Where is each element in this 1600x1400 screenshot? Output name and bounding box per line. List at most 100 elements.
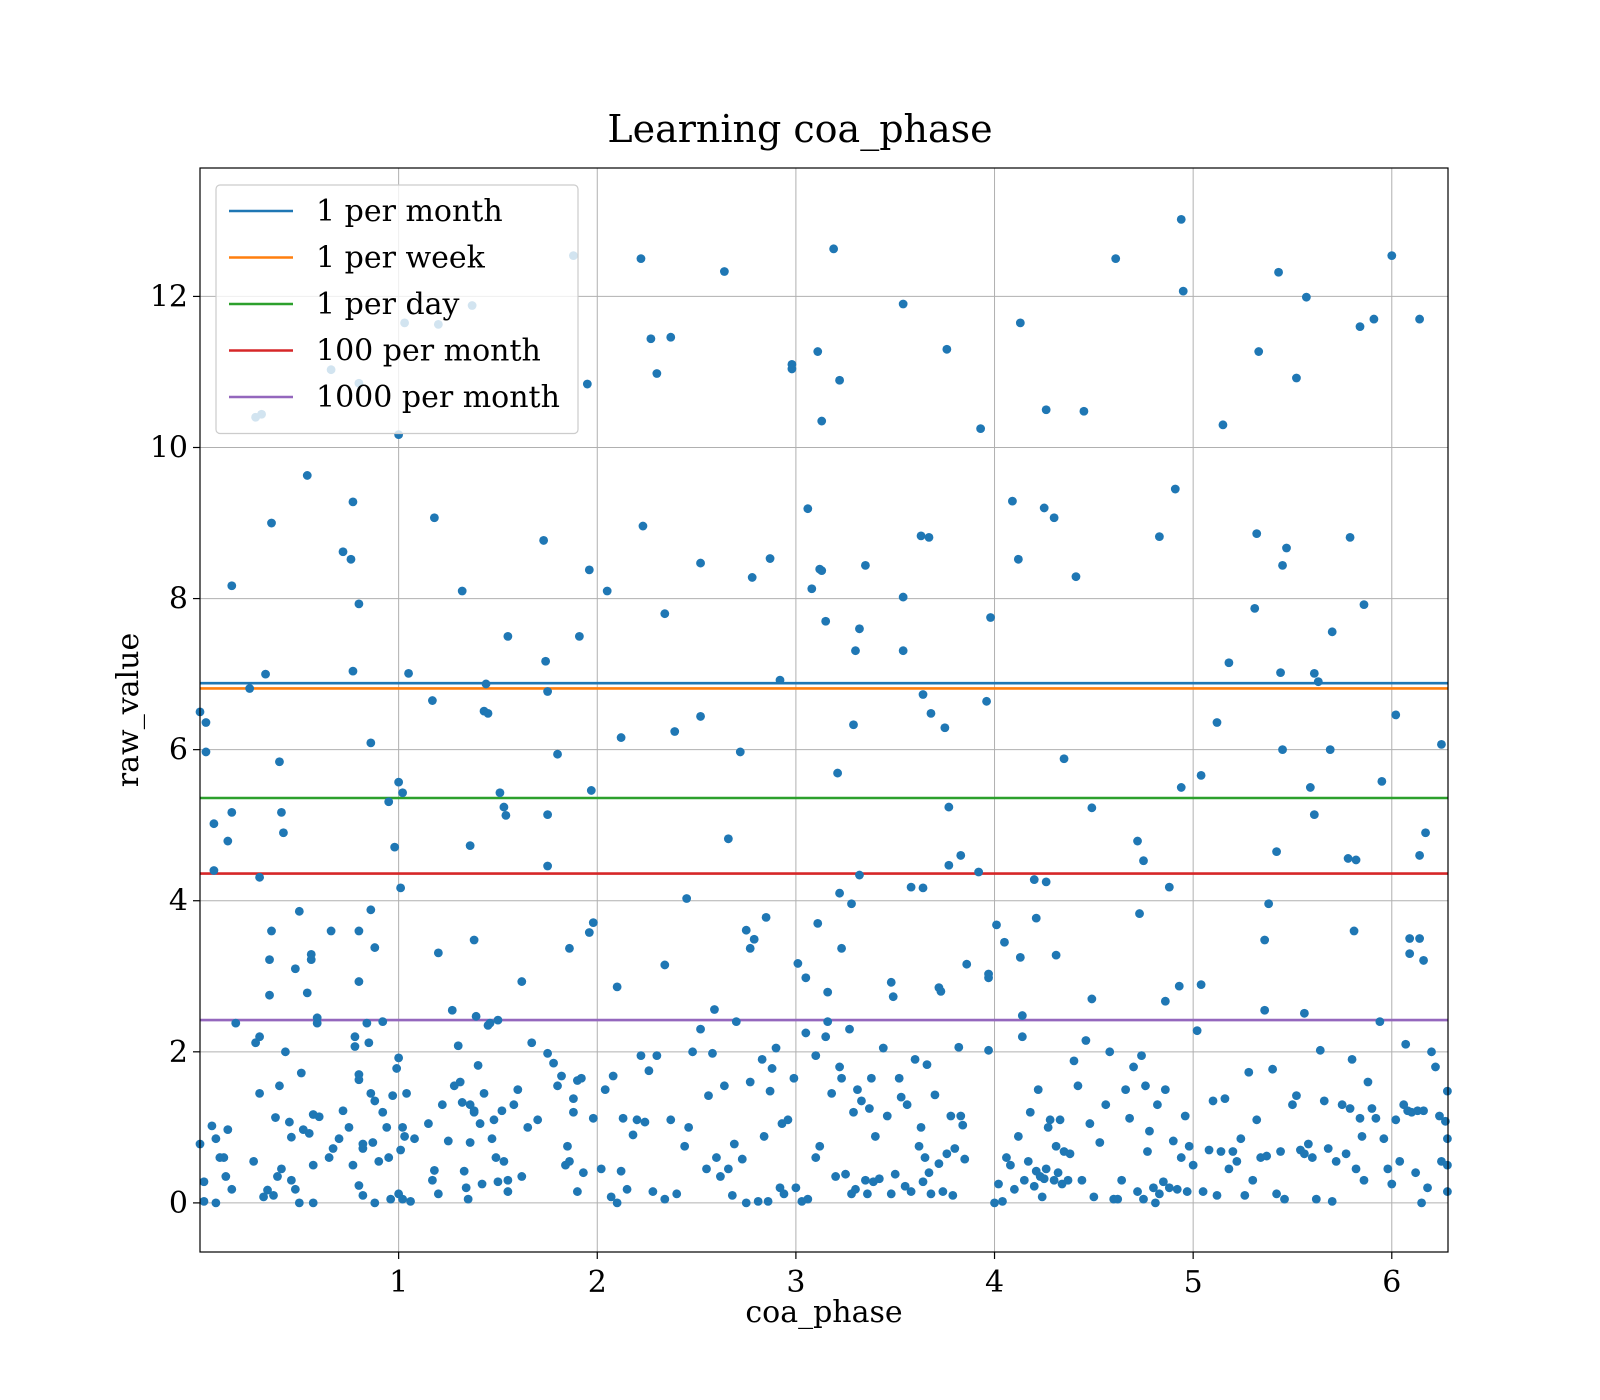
data-point (831, 1172, 841, 1181)
data-point (811, 1153, 821, 1162)
data-point (290, 1184, 300, 1194)
data-point (616, 1166, 626, 1176)
data-point (324, 1153, 334, 1162)
data-point (837, 943, 846, 953)
data-point (1268, 1064, 1278, 1074)
data-point (1435, 1111, 1444, 1121)
data-point (437, 1100, 447, 1110)
data-point (1158, 1177, 1168, 1187)
data-point (427, 1175, 437, 1185)
data-point (1379, 1134, 1389, 1144)
data-point (517, 1172, 527, 1181)
data-point (406, 1196, 415, 1206)
data-point (584, 928, 594, 937)
data-point (888, 992, 898, 1002)
data-point (1079, 406, 1089, 416)
data-point (1015, 952, 1025, 962)
legend-entry-label: 100 per month (316, 334, 541, 369)
data-point (729, 1139, 739, 1149)
data-point (1431, 1062, 1440, 1072)
data-point (1087, 994, 1097, 1004)
data-point (916, 1122, 926, 1132)
data-point (459, 1166, 469, 1176)
data-point (350, 1042, 360, 1051)
data-point (1288, 1100, 1297, 1110)
data-point (481, 679, 491, 689)
data-point (219, 1153, 229, 1162)
data-point (771, 1043, 781, 1053)
data-point (851, 646, 860, 656)
data-point (1405, 934, 1415, 943)
data-point (267, 926, 276, 936)
data-point (793, 959, 803, 968)
data-point (1327, 627, 1337, 637)
data-point (684, 1122, 694, 1132)
data-point (1307, 1153, 1317, 1162)
data-point (209, 866, 219, 875)
data-point (348, 666, 358, 676)
data-point (1315, 1045, 1325, 1055)
data-point (281, 1047, 290, 1057)
data-point (735, 747, 745, 757)
data-point (1421, 828, 1430, 838)
data-point (1133, 836, 1142, 846)
data-point (308, 1198, 318, 1208)
data-point (394, 1053, 404, 1063)
data-point (493, 1177, 503, 1187)
data-point (483, 708, 493, 718)
data-point (390, 842, 400, 852)
data-point (622, 1184, 632, 1194)
data-point (1017, 1011, 1027, 1020)
data-point (338, 547, 348, 557)
data-point (227, 581, 237, 591)
data-point (277, 807, 286, 817)
data-point (644, 1066, 654, 1076)
data-point (727, 1190, 737, 1200)
data-point (660, 1194, 670, 1204)
y-tick-label: 12 (150, 279, 188, 314)
data-point (1196, 980, 1206, 989)
y-tick-label: 8 (169, 582, 188, 617)
data-point (565, 1156, 574, 1166)
data-point (1154, 532, 1164, 542)
data-point (612, 982, 622, 992)
data-point (541, 656, 551, 666)
data-point (1415, 851, 1424, 860)
data-point (382, 1122, 392, 1132)
data-point (767, 1064, 777, 1073)
data-point (284, 1117, 294, 1127)
data-point (227, 1184, 237, 1194)
data-point (1198, 1187, 1208, 1196)
data-point (1153, 1100, 1162, 1110)
data-point (1415, 934, 1424, 943)
data-point (608, 1071, 618, 1081)
data-point (600, 1085, 610, 1094)
data-point (1216, 1147, 1226, 1156)
data-point (712, 1153, 721, 1162)
data-point (1351, 855, 1361, 865)
data-point (779, 1189, 789, 1199)
data-point (249, 1156, 259, 1166)
data-point (1101, 1100, 1111, 1110)
data-point (388, 1091, 398, 1101)
data-point (962, 959, 972, 969)
data-point (503, 1175, 513, 1185)
data-point (853, 1085, 862, 1094)
data-point (308, 1160, 318, 1170)
data-point (354, 1181, 364, 1190)
data-point (1359, 600, 1369, 610)
data-point (950, 1144, 960, 1153)
data-point (1375, 1017, 1385, 1027)
data-point (833, 768, 843, 778)
legend-entry-label: 1000 per month (316, 380, 560, 415)
data-point (1129, 1062, 1138, 1072)
data-point (1178, 286, 1188, 296)
data-point (855, 870, 864, 880)
data-point (902, 1100, 912, 1110)
data-point (1236, 1134, 1246, 1144)
data-point (636, 254, 646, 264)
data-point (404, 668, 413, 678)
data-point (223, 1125, 233, 1135)
y-tick-label: 4 (169, 884, 188, 919)
data-points (195, 214, 1452, 1208)
